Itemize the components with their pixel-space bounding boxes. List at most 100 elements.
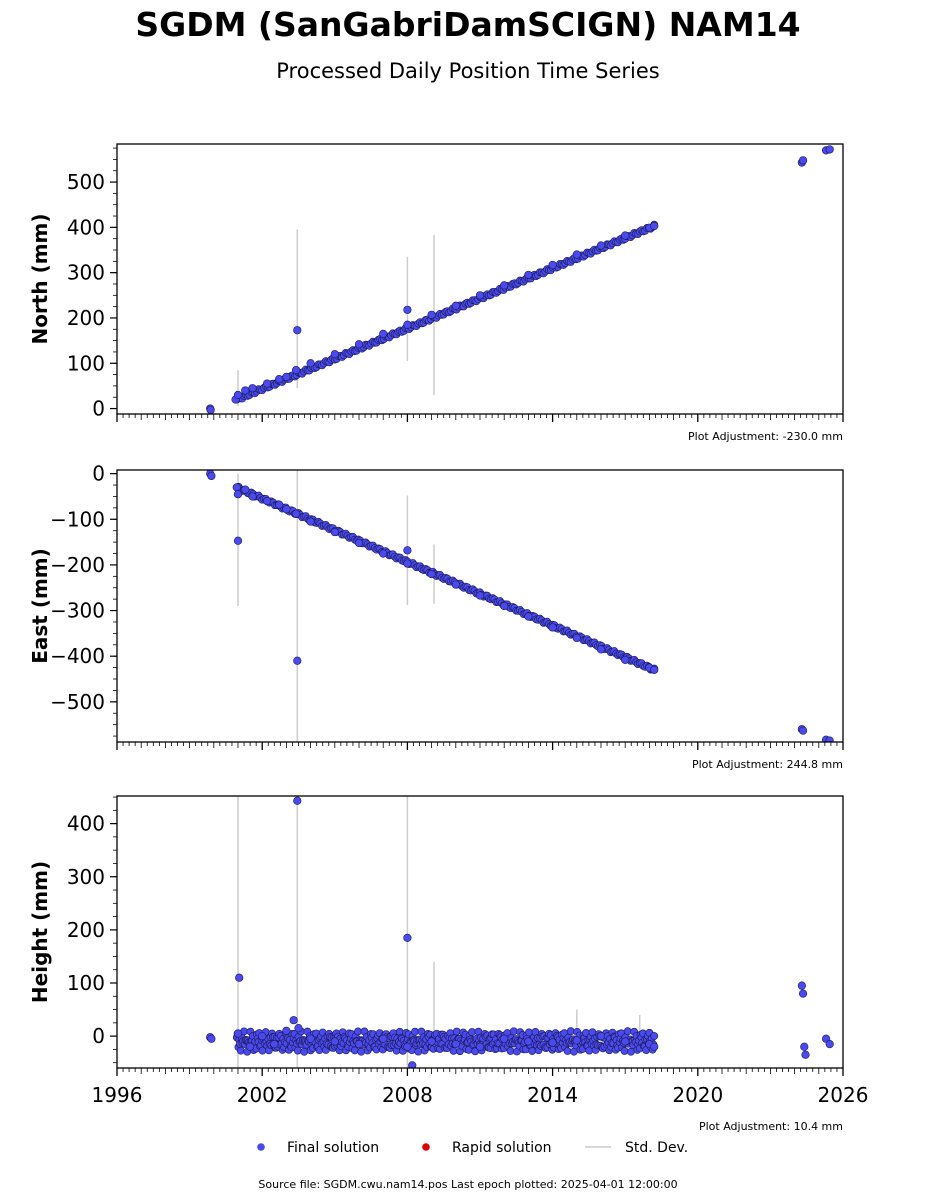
y-axis-label: East (mm) [28,548,52,664]
x-tick-label: 2026 [818,1083,869,1107]
legend: Final solution Rapid solution Std. Dev. [257,1140,688,1156]
data-point [427,1037,436,1046]
data-point [403,559,412,568]
data-point [408,1061,417,1068]
data-point [825,736,834,742]
axes-frame [116,143,844,415]
data-point [236,1046,245,1055]
plot-adjustment-note: Plot Adjustment: 10.4 mm [699,1120,843,1133]
data-point [650,1032,659,1040]
data-point [354,538,364,548]
data-point [798,726,808,735]
data-point [825,145,834,154]
data-point [572,1036,581,1045]
data-point [548,1038,557,1047]
panels: 0 100 200 300 400 500 North (mm) Plot Adjustmen… [28,143,869,1133]
data-point [289,1016,298,1025]
plot-area-east [206,470,834,742]
data-point [506,1047,515,1055]
data-point [596,645,606,654]
data-point [306,359,315,368]
y-tick-label: 0 [92,462,105,486]
legend-label: Std. Dev. [625,1140,688,1156]
data-point [357,1047,366,1056]
y-axis-label: Height (mm) [28,861,52,1003]
data-point [524,1037,533,1046]
data-point [207,1034,216,1043]
data-point [241,485,250,494]
data-point [291,365,301,375]
y-axis-label: North (mm) [28,213,52,344]
data-point [294,1024,303,1033]
data-point [293,656,302,665]
y-tick-label: 400 [67,812,105,836]
x-tick-label: 2008 [382,1083,433,1107]
data-point [282,505,291,514]
data-point [248,384,257,393]
data-point [572,250,581,259]
data-point [206,405,215,414]
data-point [621,1037,630,1046]
data-point [379,1034,388,1043]
data-point [330,527,339,537]
legend-item: Std. Dev. [585,1140,688,1156]
data-point [500,1034,509,1043]
legend-item: Final solution [257,1140,379,1156]
data-point [233,390,243,400]
data-point [825,1039,834,1049]
y-tick-label: 0 [92,397,105,421]
y-tick-label: 0 [92,1024,105,1048]
axes-frame [116,795,844,1069]
data-point [563,1047,572,1055]
data-point [262,379,272,388]
data-point [468,1028,476,1036]
data-point [427,310,436,319]
data-point [300,1047,309,1056]
y-tick-label: 300 [67,261,105,285]
axes-frame [116,469,844,743]
y-tick-label: 100 [67,351,105,375]
data-point [207,471,216,481]
data-point [572,633,581,643]
data-point [403,320,412,329]
legend-label: Final solution [287,1140,379,1156]
data-point [449,1046,458,1055]
data-point [650,221,659,231]
data-point [509,1027,518,1036]
x-tick-label: 2020 [672,1083,723,1107]
data-point [475,1042,485,1051]
data-point [282,372,291,381]
panel-east: 0 −100 −200 −300 −400 −500 East (mm) Plot Adjus… [28,462,844,771]
data-point [330,350,339,359]
data-point [291,509,301,518]
data-point [528,1047,537,1055]
data-point [235,973,244,982]
footer-source: Source file: SGDM.cwu.nam14.pos Last epo… [258,1178,677,1191]
data-point [451,580,460,589]
data-point [524,612,533,621]
data-point [650,665,659,674]
data-point [270,1039,279,1049]
data-point [354,1039,364,1049]
panel-height: 0 100 200 300 400 1996 2002 2008 2014 2020 2026 Hei… [28,795,869,1133]
data-point [233,1029,243,1038]
data-point [500,281,509,290]
plot-adjustment-note: Plot Adjustment: -230.0 mm [688,430,843,443]
data-point [293,1046,302,1055]
data-point [414,1047,423,1056]
x-tick-label: 2002 [237,1083,288,1107]
y-tick-label: 200 [67,918,105,942]
legend-marker [257,1143,265,1151]
data-point [403,1042,412,1051]
data-point [411,1027,419,1036]
data-point [620,1047,629,1055]
data-point [379,329,388,338]
data-point [354,1027,362,1036]
data-point [548,623,557,632]
panel-north: 0 100 200 300 400 500 North (mm) Plot Adjustmen… [28,143,844,443]
data-point [258,1032,267,1041]
data-point [800,1042,809,1051]
data-point [275,375,284,384]
x-tick-label: 1996 [92,1083,143,1107]
data-point [232,483,241,492]
